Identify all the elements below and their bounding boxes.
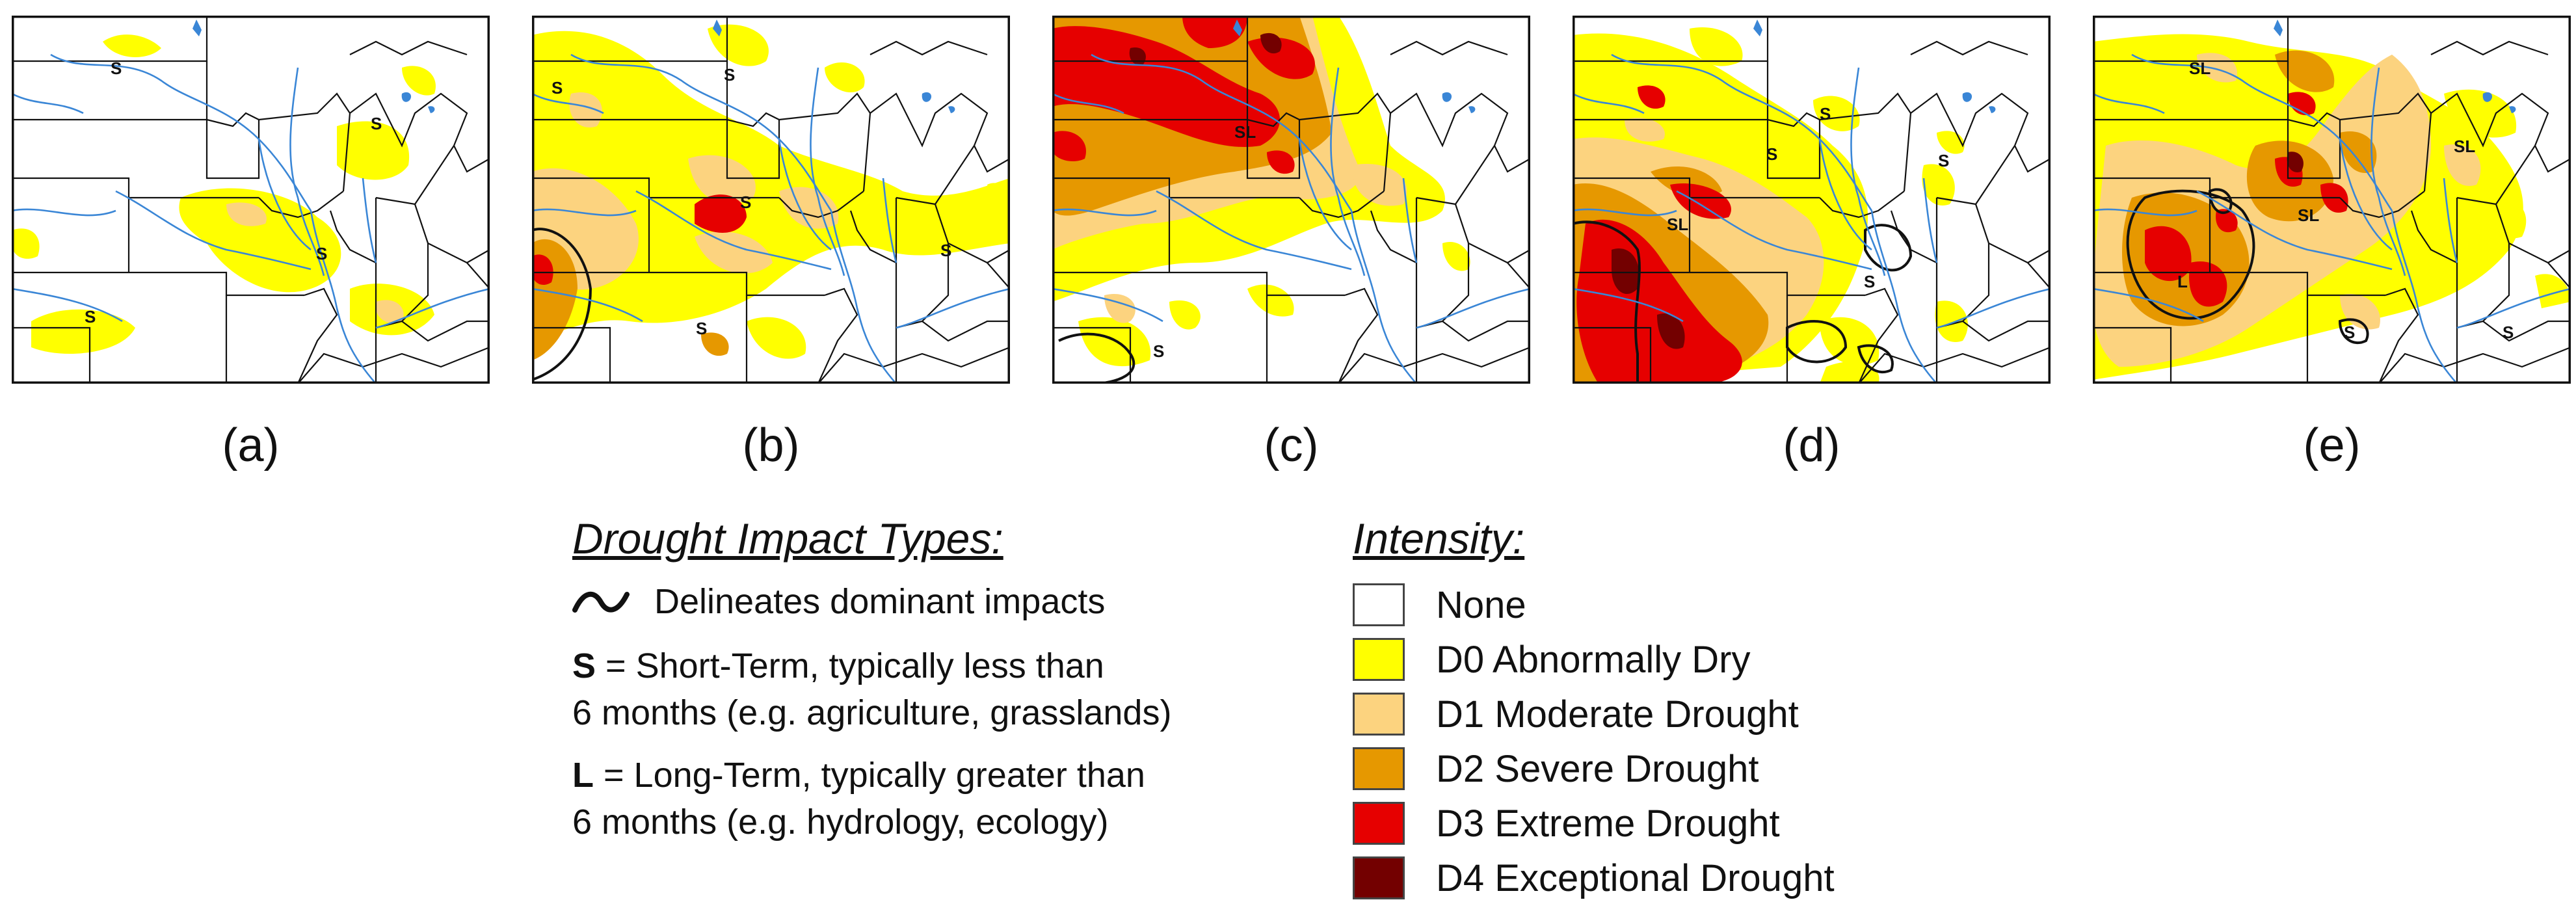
map-label: S	[1820, 104, 1831, 124]
d1-areas	[226, 202, 404, 324]
intensity-legend-title: Intensity:	[1353, 514, 1525, 563]
intensity-legend: Intensity: None D0 Abnormally Dry D1 Moder…	[1353, 514, 1938, 905]
map-panel-b: S S S S S S (b)	[532, 16, 1010, 471]
map-label: S	[111, 59, 122, 78]
map-label: SL	[2454, 137, 2475, 156]
drought-map-b: S S S S S S	[532, 16, 1010, 384]
delineation-row: Delineates dominant impacts	[572, 581, 1314, 622]
long-term-text-2: 6 months (e.g. hydrology, ecology)	[572, 802, 1109, 842]
map-label: S	[1153, 341, 1164, 361]
intensity-legend-item: D0 Abnormally Dry	[1353, 632, 1938, 687]
map-label: L	[2177, 272, 2188, 291]
intensity-legend-item: D4 Exceptional Drought	[1353, 851, 1938, 905]
intensity-swatch	[1353, 747, 1405, 790]
panel-label-d: (d)	[1783, 419, 1840, 471]
intensity-label: D3 Extreme Drought	[1436, 802, 1780, 845]
d4-areas	[2287, 152, 2304, 172]
long-term-key: L	[572, 756, 594, 795]
intensity-label: D4 Exceptional Drought	[1436, 856, 1835, 899]
map-label: S	[2344, 323, 2355, 342]
map-label: S	[1864, 272, 1875, 291]
drought-map-e: SL SL SL L S S	[2093, 16, 2571, 384]
map-label: S	[740, 192, 751, 212]
intensity-legend-item: D3 Extreme Drought	[1353, 796, 1938, 851]
map-label: SL	[2189, 59, 2211, 78]
intensity-swatch	[1353, 583, 1405, 626]
intensity-label: D0 Abnormally Dry	[1436, 638, 1751, 681]
intensity-legend-item: None	[1353, 577, 1938, 632]
delineation-label: Delineates dominant impacts	[654, 582, 1106, 621]
map-label: SL	[1234, 122, 1256, 142]
intensity-label: D2 Severe Drought	[1436, 747, 1759, 790]
map-label: S	[316, 244, 327, 263]
delineation-line-icon	[572, 591, 630, 613]
map-panel-e: SL SL SL L S S (e)	[2093, 16, 2571, 471]
d3-areas	[532, 194, 747, 285]
panel-label-e: (e)	[2303, 419, 2361, 471]
panel-label-c: (c)	[1264, 419, 1319, 471]
long-term-item: L = Long-Term, typically greater than 6 …	[572, 752, 1314, 845]
map-label: S	[2503, 323, 2514, 342]
impact-types-legend: Drought Impact Types: Delineates dominan…	[572, 514, 1314, 861]
map-panel-c: SL S (c)	[1052, 16, 1530, 471]
panel-label-b: (b)	[742, 419, 800, 471]
map-label: S	[551, 78, 563, 98]
map-label: SL	[1667, 215, 1688, 234]
map-label: S	[85, 307, 96, 326]
map-label: S	[724, 65, 735, 85]
drought-map-d: S S S SL S	[1573, 16, 2051, 384]
map-panel-a: S S S S (a)	[12, 16, 490, 471]
d0-areas	[532, 24, 1010, 359]
intensity-legend-item: D1 Moderate Drought	[1353, 687, 1938, 741]
drought-map-c: SL S	[1052, 16, 1530, 384]
d0-areas	[12, 34, 436, 354]
short-term-text: = Short-Term, typically less than	[596, 646, 1104, 685]
map-label: SL	[2298, 206, 2319, 225]
intensity-swatch	[1353, 638, 1405, 681]
short-term-text-2: 6 months (e.g. agriculture, grasslands)	[572, 693, 1172, 732]
panel-label-a: (a)	[222, 419, 280, 471]
short-term-key: S	[572, 646, 596, 685]
intensity-label: None	[1436, 583, 1526, 626]
map-label: S	[1938, 151, 1949, 170]
intensity-swatch	[1353, 802, 1405, 845]
map-panel-d: S S S SL S (d)	[1573, 16, 2051, 471]
intensity-label: D1 Moderate Drought	[1436, 693, 1799, 736]
short-term-item: S = Short-Term, typically less than 6 mo…	[572, 643, 1314, 736]
map-label: S	[371, 114, 382, 133]
intensity-swatch	[1353, 856, 1405, 899]
impact-legend-title: Drought Impact Types:	[572, 514, 1003, 563]
intensity-legend-item: D2 Severe Drought	[1353, 741, 1938, 796]
intensity-swatch	[1353, 693, 1405, 736]
long-term-text: = Long-Term, typically greater than	[594, 756, 1145, 795]
map-label: S	[940, 241, 951, 260]
d4-areas	[1612, 248, 1685, 349]
drought-map-a: S S S S	[12, 16, 490, 384]
map-label: S	[1766, 144, 1777, 164]
map-label: S	[696, 319, 707, 338]
